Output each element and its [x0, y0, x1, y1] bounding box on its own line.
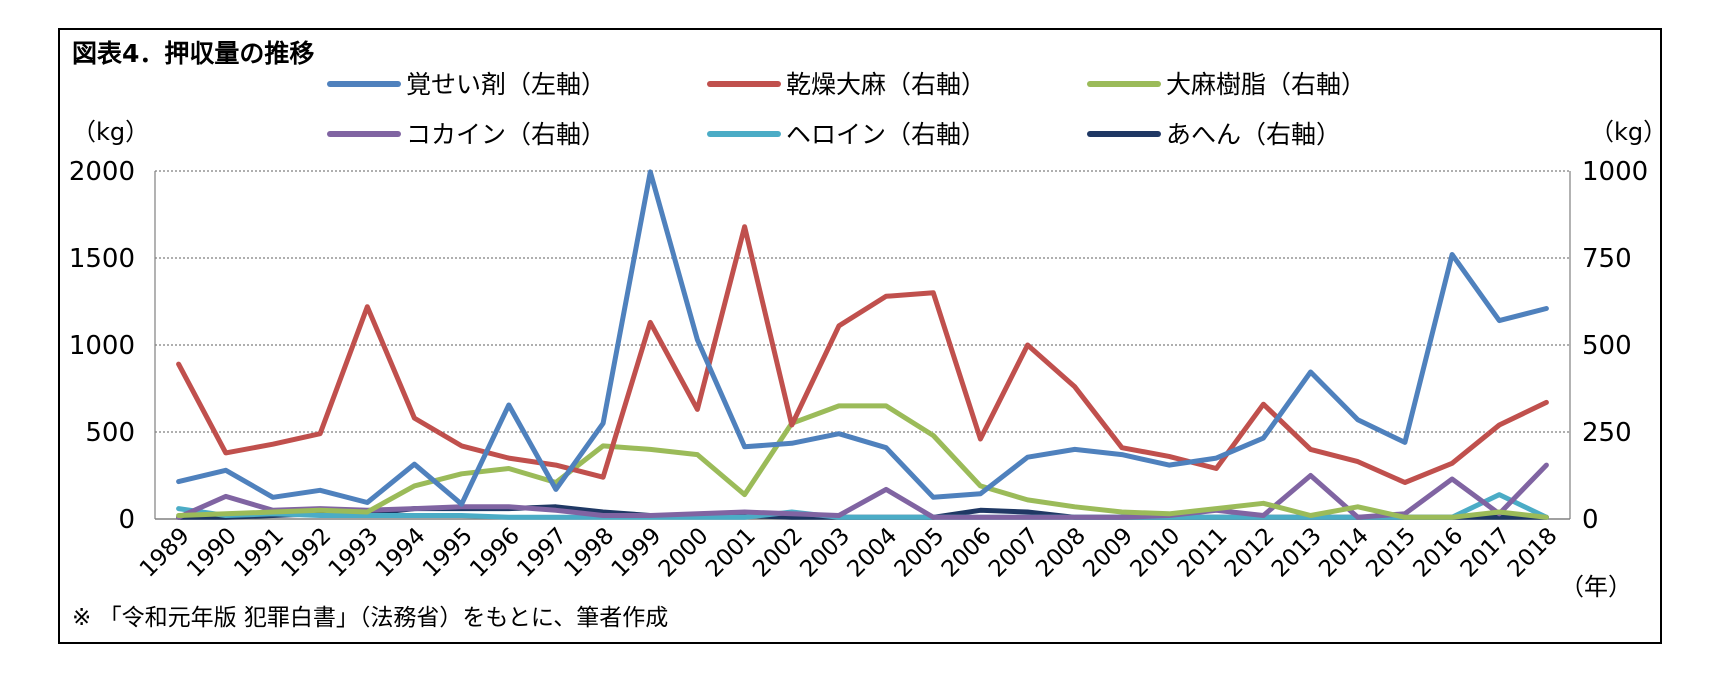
x-tick-label: 1996: [465, 523, 525, 583]
x-tick-label: 2018: [1503, 523, 1563, 583]
x-tick-label: 1990: [182, 523, 242, 583]
x-tick-label: 2004: [843, 523, 903, 583]
series-line: [176, 403, 1549, 520]
x-tick-label: 2017: [1456, 523, 1516, 583]
y-tick-left-label: 500: [85, 418, 135, 448]
x-tick-label: 2016: [1409, 523, 1469, 583]
x-tick-label: 2001: [701, 523, 761, 583]
source-note: ※ 「令和元年版 犯罪白書」（法務省）をもとに、筆者作成: [72, 605, 668, 631]
x-tick-label: 1989: [135, 523, 195, 583]
x-tick-label: 2003: [795, 523, 855, 583]
x-tick-label: 1994: [371, 523, 431, 583]
y-axis-right-unit: （kg）: [1590, 118, 1667, 146]
series-line: [176, 169, 1549, 507]
x-tick-label: 1995: [418, 523, 478, 583]
chart-frame: [58, 28, 1662, 644]
x-tick-label: 2005: [890, 523, 950, 583]
x-tick-label: 2009: [1078, 523, 1138, 583]
y-axis-left: 0 500 1000 1500 2000: [69, 157, 135, 535]
x-tick-label: 2000: [654, 523, 714, 583]
legend-label: ヘロイン（右軸）: [786, 120, 986, 149]
x-tick-label: 2002: [748, 523, 808, 583]
x-axis-unit: （年）: [1560, 573, 1632, 601]
x-tick-label: 2008: [1031, 523, 1091, 583]
y-tick-right-label: 0: [1582, 505, 1599, 535]
x-tick-label: 2007: [984, 523, 1044, 583]
series-line: [176, 492, 1549, 520]
x-axis: 1989199019911992199319941995199619971998…: [135, 523, 1563, 583]
y-axis-right: 0 250 500 750 1000: [1582, 157, 1648, 535]
y-axis-left-unit: （kg）: [72, 118, 149, 146]
legend-label: 乾燥大麻（右軸）: [786, 70, 986, 99]
legend-label: 覚せい剤（左軸）: [406, 70, 606, 99]
y-tick-left-label: 1500: [69, 244, 135, 274]
series-line: [176, 462, 1549, 520]
y-tick-right-label: 1000: [1582, 157, 1648, 187]
x-tick-label: 1992: [277, 523, 337, 583]
legend-label: あへん（右軸）: [1166, 120, 1341, 149]
chart-title: 図表4．押収量の推移: [72, 39, 314, 68]
x-tick-label: 1997: [512, 523, 572, 583]
x-tick-label: 2012: [1220, 523, 1280, 583]
x-tick-label: 1993: [324, 523, 384, 583]
x-tick-label: 2006: [937, 523, 997, 583]
x-tick-label: 2015: [1361, 523, 1421, 583]
x-tick-label: 2013: [1267, 523, 1327, 583]
series-line: [176, 224, 1549, 485]
y-tick-left-label: 0: [118, 505, 135, 535]
series-group: [176, 169, 1549, 520]
y-tick-right-label: 750: [1582, 244, 1632, 274]
x-tick-label: 2010: [1126, 523, 1186, 583]
y-tick-left-label: 2000: [69, 157, 135, 187]
legend: 覚せい剤（左軸） 乾燥大麻（右軸） 大麻樹脂（右軸） コカイン（右軸） ヘロイン（右軸）…: [327, 70, 1366, 149]
x-tick-label: 1999: [607, 523, 667, 583]
x-tick-label: 1998: [560, 523, 620, 583]
x-tick-label: 1991: [229, 523, 289, 583]
y-tick-right-label: 250: [1582, 418, 1632, 448]
legend-label: 大麻樹脂（右軸）: [1166, 70, 1366, 99]
x-tick-label: 2011: [1173, 523, 1233, 583]
grid: [154, 170, 1571, 520]
y-tick-right-label: 500: [1582, 331, 1632, 361]
y-tick-left-label: 1000: [69, 331, 135, 361]
legend-label: コカイン（右軸）: [406, 120, 606, 149]
x-tick-label: 2014: [1314, 523, 1374, 583]
